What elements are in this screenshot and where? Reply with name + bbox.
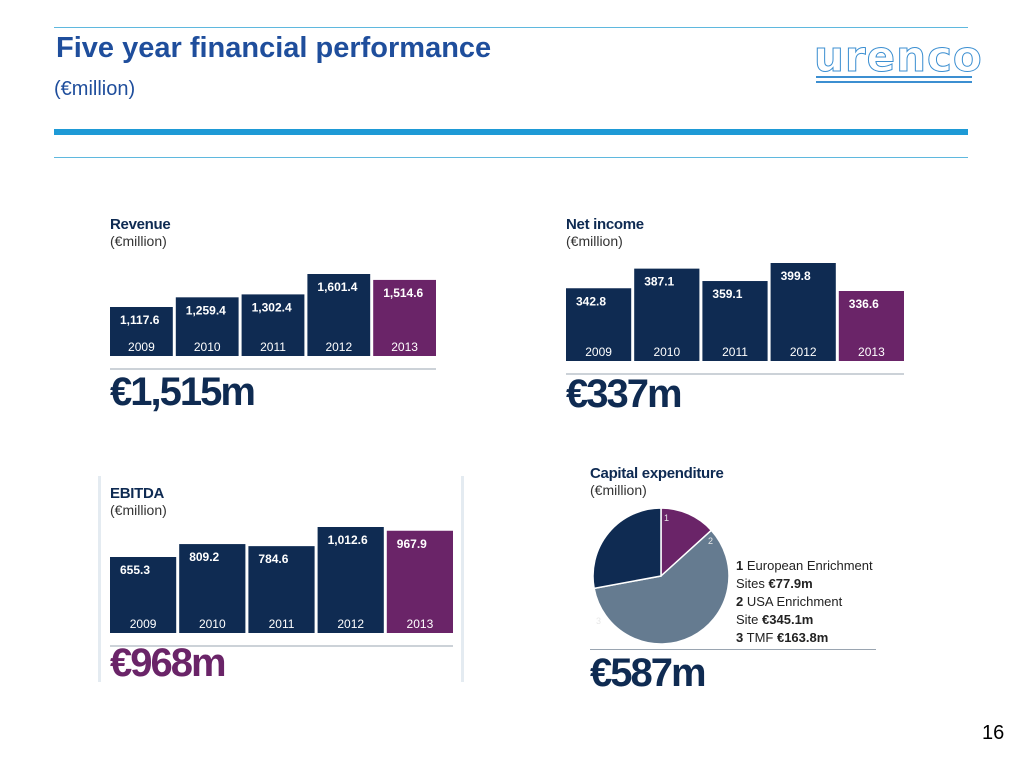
header-accent-bar [54,129,968,135]
capex-pie-chart: 1 2 3 [592,507,730,645]
bar [634,268,700,361]
legend-value: €345.1m [762,612,814,627]
slide-title: Five year financial performance [56,32,492,64]
capex-divider [590,649,876,650]
pie-slice [660,507,713,578]
year-tick-label: 2010 [194,340,221,354]
bar [248,546,315,633]
capex-headline: €587m [590,651,707,695]
year-tick-label: 2009 [128,340,155,354]
year-tick-label: 2013 [391,340,418,354]
legend-name-cont: Site [736,612,759,627]
slide-subtitle: (€million) [54,78,136,100]
pie-slice-number: 1 [664,513,669,523]
bar-value-label: 967.9 [397,537,427,551]
year-tick-label: 2012 [325,340,352,354]
bar [373,279,436,356]
net-income-panel: Net income (€million) 342.8 2009 387.1 2010… [566,216,906,416]
legend-item-1: 1 European Enrichment Sites €77.9m [736,557,886,593]
top-rule [54,27,968,28]
revenue-title: Revenue [110,216,171,233]
revenue-unit: (€million) [110,233,167,249]
bar [317,527,384,633]
net-income-title: Net income [566,216,644,233]
ebitda-frame [98,476,464,682]
urenco-logo: urenco [814,32,983,84]
year-tick-label: 2012 [337,617,364,631]
bar [241,294,305,356]
bar-value-label: 342.8 [576,294,606,308]
pie-slice-number: 3 [596,616,601,626]
revenue-panel: Revenue (€million) 1,117.6 2009 1,259.4 201… [110,216,436,416]
bar [179,544,246,633]
bar [838,291,904,361]
year-tick-label: 2011 [269,617,295,631]
bar-value-label: 1,259.4 [186,303,226,317]
logo-wordmark: urenco [814,32,983,82]
bar [566,288,632,361]
legend-name: TMF [746,630,774,645]
bar-value-label: 1,514.6 [383,286,423,300]
ebitda-chart: 655.3 2009 809.2 2010 784.6 2011 1,012.6 2012 96… [110,527,453,647]
capex-legend: 1 European Enrichment Sites €77.9m 2 USA… [736,557,886,647]
legend-value: €163.8m [776,630,829,645]
bar-value-label: 1,302.4 [252,300,292,314]
logo-underline [816,76,972,78]
bar-value-label: 359.1 [712,287,742,301]
bar-value-label: 1,117.6 [120,313,160,327]
legend-item-2: 2 USA Enrichment Site €345.1m [736,593,886,629]
bar-value-label: 399.8 [781,269,811,283]
capex-title: Capital expenditure [590,465,724,482]
bar-value-label: 784.6 [258,552,288,566]
revenue-headline: €1,515m [110,370,256,414]
legend-number: 3 [736,630,744,645]
bar-value-label: 655.3 [120,563,150,577]
year-tick-label: 2009 [585,345,612,359]
bar [770,263,836,361]
bar [307,274,371,356]
bar-value-label: 1,012.6 [328,533,368,547]
bar [702,281,768,361]
legend-name: USA Enrichment [746,594,843,609]
net-income-headline: €337m [566,372,683,416]
year-tick-label: 2013 [858,345,885,359]
year-tick-label: 2010 [653,345,680,359]
capex-panel: Capital expenditure (€million) 1 2 3 1 Eur… [590,465,890,695]
year-tick-label: 2012 [790,345,817,359]
pie-slice [593,529,730,645]
year-tick-label: 2011 [260,340,286,354]
year-tick-label: 2011 [722,345,748,359]
legend-name: European Enrichment [746,558,873,573]
pie-slice [592,507,662,590]
logo-underline [816,81,972,83]
capex-unit: (€million) [590,482,647,498]
year-tick-label: 2009 [130,617,157,631]
page-number: 16 [982,722,1005,744]
bar [110,557,177,633]
legend-item-3: 3 TMF €163.8m [736,629,886,647]
bar-value-label: 1,601.4 [317,280,357,294]
legend-number: 1 [736,558,744,573]
ebitda-title: EBITDA [110,485,165,502]
legend-value: €77.9m [768,576,813,591]
year-tick-label: 2013 [407,617,434,631]
bar-value-label: 387.1 [644,275,674,289]
net-income-chart: 342.8 2009 387.1 2010 359.1 2011 399.8 2012 336.… [566,263,904,375]
net-income-unit: (€million) [566,233,623,249]
bar [386,530,453,633]
bar [175,297,239,356]
bar-value-label: 809.2 [189,550,219,564]
legend-number: 2 [736,594,744,609]
ebitda-headline: €968m [110,641,227,685]
bar-value-label: 336.6 [849,297,879,311]
header-bottom-rule [54,157,968,158]
ebitda-unit: (€million) [110,502,167,518]
bar [110,307,173,356]
revenue-chart: 1,117.6 2009 1,259.4 2010 1,302.4 2011 1,601.4… [110,274,436,370]
pie-slice-number: 2 [708,536,713,546]
legend-name-cont: Sites [736,576,765,591]
ebitda-panel: EBITDA (€million) 655.3 2009 809.2 2010 784.… [110,485,454,685]
year-tick-label: 2010 [199,617,226,631]
